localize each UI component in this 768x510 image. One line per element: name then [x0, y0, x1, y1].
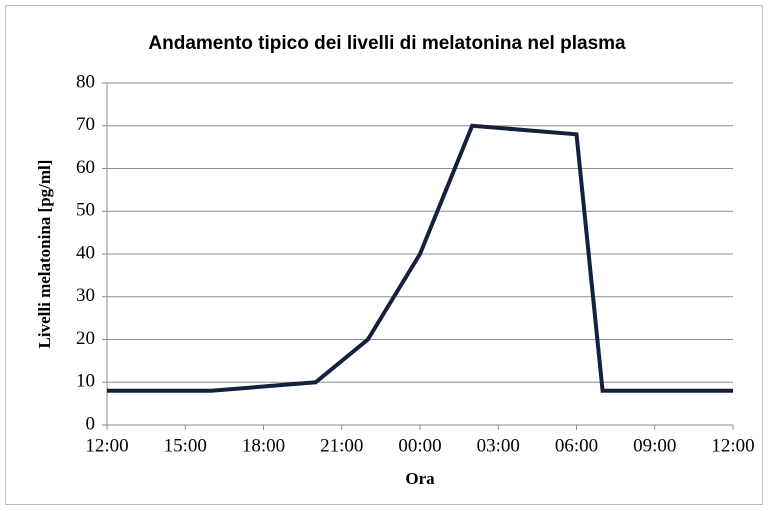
x-tick-label: 12:00	[711, 435, 754, 456]
y-tick-label: 50	[76, 200, 95, 221]
x-tick-label: 06:00	[555, 435, 598, 456]
x-tick-label: 15:00	[164, 435, 207, 456]
y-tick-label: 0	[86, 413, 96, 434]
y-tick-label: 30	[76, 285, 95, 306]
y-tick-label: 60	[76, 157, 95, 178]
data-line	[107, 123, 733, 393]
x-tick-label: 00:00	[398, 435, 441, 456]
chart-title: Andamento tipico dei livelli di melatoni…	[148, 33, 626, 54]
y-tick-label: 70	[76, 114, 95, 135]
x-tick-label: 18:00	[242, 435, 285, 456]
y-tick-label: 20	[76, 328, 95, 349]
y-axis-title: Livelli melatonina [pg/ml]	[35, 160, 54, 349]
x-axis-title: Ora	[405, 469, 435, 488]
y-tick-label: 40	[76, 242, 95, 263]
y-tick-label: 80	[76, 71, 95, 92]
x-tick-label: 03:00	[477, 435, 520, 456]
x-tick-label: 09:00	[633, 435, 676, 456]
y-tick-label: 10	[76, 371, 95, 392]
x-tick-label: 21:00	[320, 435, 363, 456]
chart-border	[5, 5, 763, 505]
x-tick-label: 12:00	[85, 435, 128, 456]
